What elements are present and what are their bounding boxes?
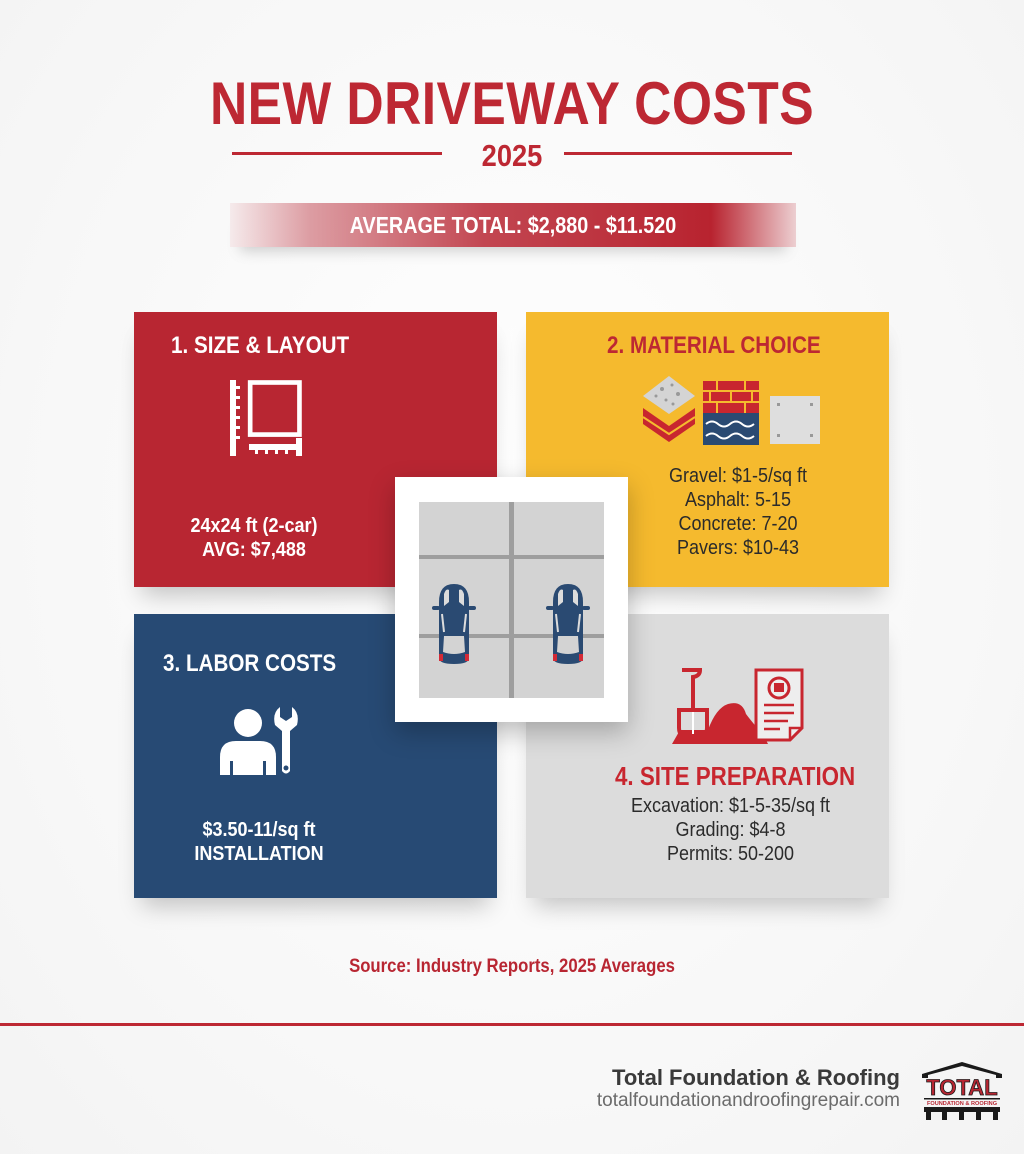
joint-line: [509, 502, 514, 698]
panel-body: Excavation: $1-5-35/sq ft Grading: $4-8 …: [608, 794, 853, 866]
pavers-line: Pavers: $10-43: [676, 537, 800, 559]
installation-line: INSTALLATION: [194, 843, 324, 865]
company-logo-icon: TOTAL FOUNDATION & ROOFING: [922, 1062, 1002, 1120]
shovel-permit-icon: [672, 668, 804, 744]
logo-text: TOTAL: [926, 1075, 997, 1100]
panel-body: $3.50-11/sq ft INSTALLATION: [134, 818, 384, 866]
panel-title: 2. MATERIAL CHOICE: [607, 332, 821, 359]
company-name: Total Foundation & Roofing: [612, 1065, 900, 1090]
excavation-line: Excavation: $1-5-35/sq ft: [630, 795, 831, 817]
divider-line: [564, 152, 792, 155]
ruler-square-icon: [230, 380, 302, 456]
year-label: 2025: [481, 138, 543, 173]
materials-icon: [642, 376, 820, 445]
panel-body: Gravel: $1-5/sq ft Asphalt: 5-15 Concret…: [638, 464, 838, 560]
gravel-line: Gravel: $1-5/sq ft: [668, 465, 808, 487]
labor-rate-line: $3.50-11/sq ft: [202, 819, 316, 841]
company-url[interactable]: totalfoundationandroofingrepair.com: [596, 1090, 900, 1111]
panel-title: 3. LABOR COSTS: [163, 650, 337, 677]
year-row: 2025: [232, 138, 792, 174]
concrete-line: Concrete: 7-20: [678, 513, 798, 535]
joint-line: [419, 634, 604, 638]
panel-title: 1. SIZE & LAYOUT: [171, 332, 350, 359]
permits-line: Permits: 50-200: [666, 843, 795, 865]
average-total-banner: AVERAGE TOTAL: $2,880 - $11.520: [230, 203, 796, 247]
car-icon: [432, 584, 476, 664]
footer-divider: [0, 1023, 1024, 1026]
page-title: NEW DRIVEWAY COSTS: [209, 70, 815, 137]
panel-title: 4. SITE PREPARATION: [615, 761, 856, 791]
average-total-text: AVERAGE TOTAL: $2,880 - $11.520: [349, 212, 677, 238]
worker-wrench-icon: [220, 707, 298, 775]
grading-line: Grading: $4-8: [675, 819, 786, 841]
panel-body: 24x24 ft (2-car) AVG: $7,488: [134, 514, 374, 562]
joint-line: [419, 555, 604, 559]
car-icon: [546, 584, 590, 664]
size-line: 24x24 ft (2-car): [190, 515, 318, 537]
driveway-card: [395, 477, 628, 722]
logo-subtext: FOUNDATION & ROOFING: [927, 1101, 997, 1107]
source-note: Source: Industry Reports, 2025 Averages: [349, 956, 675, 977]
driveway-two-cars-icon: [419, 502, 604, 698]
divider-line: [232, 152, 442, 155]
avg-line: AVG: $7,488: [202, 539, 306, 561]
asphalt-line: Asphalt: 5-15: [684, 489, 792, 511]
